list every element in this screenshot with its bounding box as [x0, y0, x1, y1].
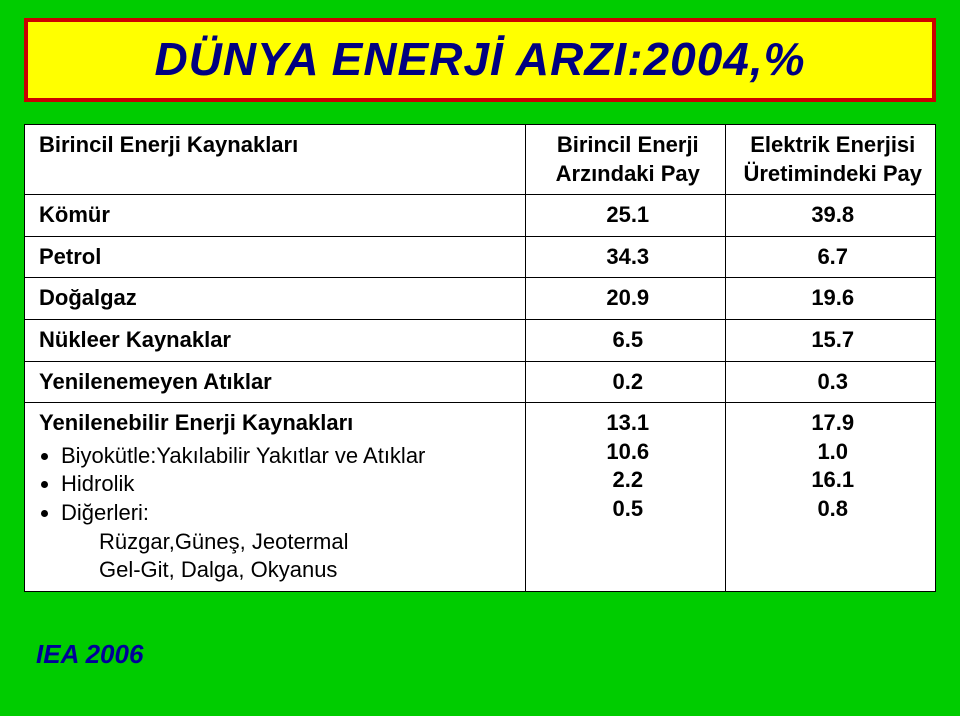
cell-v2: 39.8 [726, 195, 936, 237]
bullet-item: Diğerleri: [61, 499, 515, 528]
cell-v2: 0.3 [726, 361, 936, 403]
table-row: Yenilenemeyen Atıklar 0.2 0.3 [25, 361, 936, 403]
footer-source: IEA 2006 [36, 639, 143, 670]
table-row-renewables: Yenilenebilir Enerji Kaynakları Biyokütl… [25, 403, 936, 592]
renewables-bullets: Biyokütle:Yakılabilir Yakıtlar ve Atıkla… [39, 442, 515, 528]
row-label: Kömür [25, 195, 526, 237]
title-box: DÜNYA ENERJİ ARZI:2004,% [24, 18, 936, 102]
header-corner: Birincil Enerji Kaynakları [25, 125, 526, 195]
table-header-row: Birincil Enerji Kaynakları Birincil Ener… [25, 125, 936, 195]
renewables-label: Yenilenebilir Enerji Kaynakları [39, 410, 353, 435]
sub-line-1: Rüzgar,Güneş, Jeotermal [39, 528, 515, 557]
table-row: Nükleer Kaynaklar 6.5 15.7 [25, 319, 936, 361]
cell-v1: 34.3 [526, 236, 726, 278]
row-label: Petrol [25, 236, 526, 278]
page-title: DÜNYA ENERJİ ARZI:2004,% [46, 32, 914, 86]
sub-line-2: Gel-Git, Dalga, Okyanus [39, 556, 515, 585]
row-label: Doğalgaz [25, 278, 526, 320]
header-col2: Elektrik Enerjisi Üretimindeki Pay [726, 125, 936, 195]
cell-v1: 6.5 [526, 319, 726, 361]
table-row: Petrol 34.3 6.7 [25, 236, 936, 278]
cell-v2-multi: 17.9 1.0 16.1 0.8 [726, 403, 936, 592]
energy-table: Birincil Enerji Kaynakları Birincil Ener… [24, 124, 936, 592]
table-row: Doğalgaz 20.9 19.6 [25, 278, 936, 320]
cell-v1-multi: 13.1 10.6 2.2 0.5 [526, 403, 726, 592]
bullet-item: Biyokütle:Yakılabilir Yakıtlar ve Atıkla… [61, 442, 515, 471]
cell-v2: 6.7 [726, 236, 936, 278]
row-label: Nükleer Kaynaklar [25, 319, 526, 361]
cell-v1: 0.2 [526, 361, 726, 403]
table-row: Kömür 25.1 39.8 [25, 195, 936, 237]
cell-v1: 25.1 [526, 195, 726, 237]
cell-v1: 20.9 [526, 278, 726, 320]
bullet-item: Hidrolik [61, 470, 515, 499]
row-label-renewables: Yenilenebilir Enerji Kaynakları Biyokütl… [25, 403, 526, 592]
slide: DÜNYA ENERJİ ARZI:2004,% Birincil Enerji… [0, 0, 960, 716]
header-col1: Birincil Enerji Arzındaki Pay [526, 125, 726, 195]
cell-v2: 15.7 [726, 319, 936, 361]
row-label: Yenilenemeyen Atıklar [25, 361, 526, 403]
cell-v2: 19.6 [726, 278, 936, 320]
